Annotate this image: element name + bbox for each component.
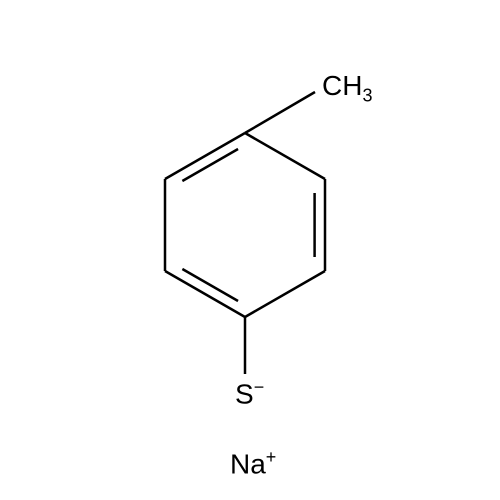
ch3-label: CH3	[322, 72, 372, 105]
na-text: Na	[230, 448, 266, 479]
s-charge: −	[254, 377, 265, 397]
bond-to-ch3	[245, 92, 315, 133]
ring-bond-0	[245, 133, 325, 179]
ring-bond-3	[165, 271, 245, 317]
molecule-canvas: CH3 S− Na+	[0, 0, 500, 500]
na-charge: +	[266, 447, 277, 467]
s-label: S−	[235, 378, 264, 408]
s-text: S	[235, 378, 254, 409]
ring-bond-5	[165, 133, 245, 179]
na-label: Na+	[230, 448, 276, 478]
bond-layer	[0, 0, 500, 500]
ch3-text: CH	[322, 70, 362, 101]
ring-bond-2	[245, 271, 325, 317]
ch3-sub: 3	[362, 86, 372, 106]
